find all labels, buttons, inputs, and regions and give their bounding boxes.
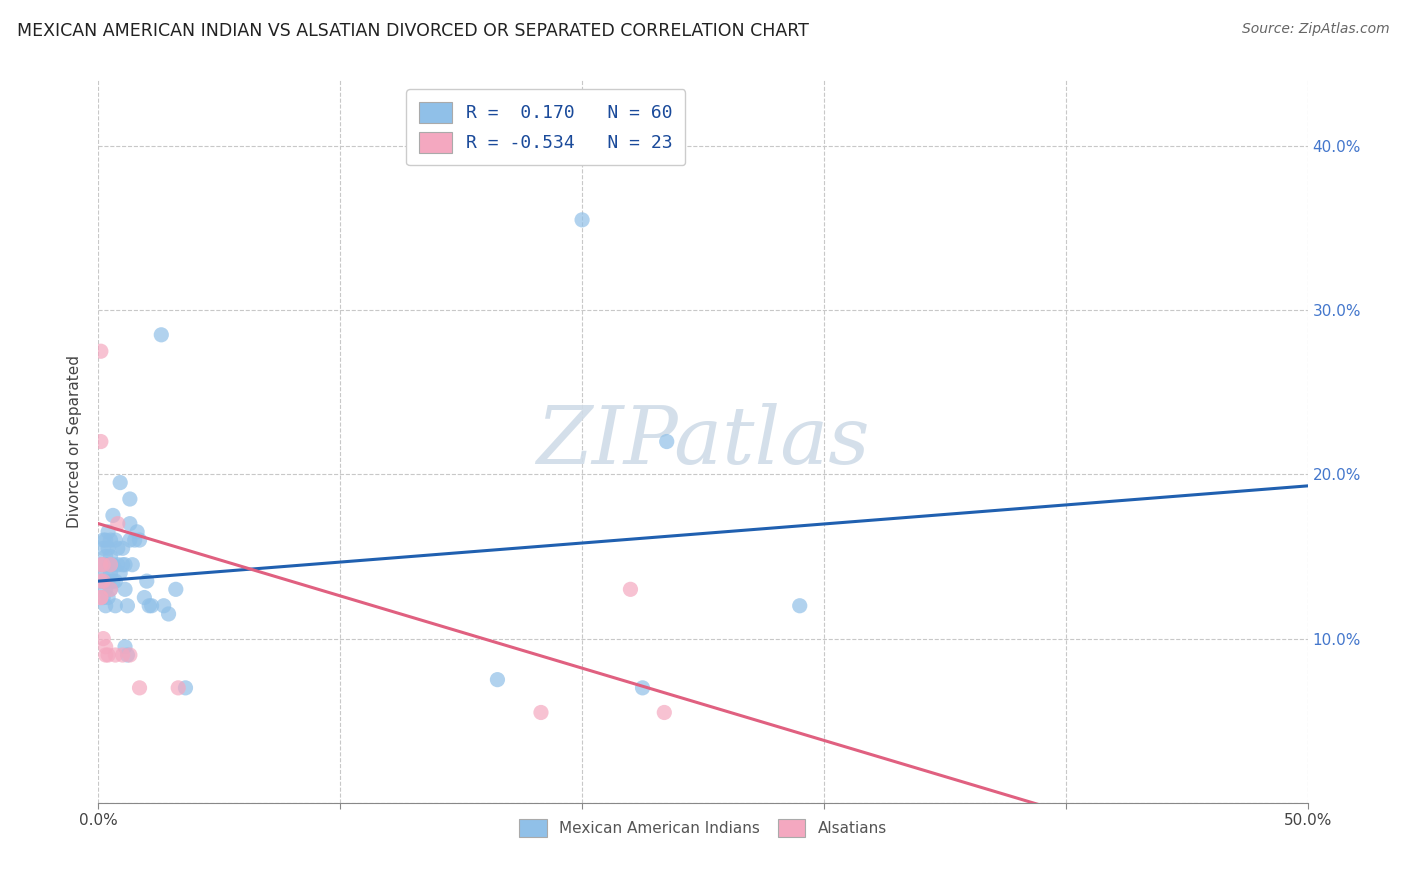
- Point: [118, 491, 141, 506]
- Point: [91, 632, 114, 646]
- Point: [165, 582, 187, 597]
- Point: [108, 566, 131, 580]
- Point: [97, 574, 120, 588]
- Point: [91, 558, 114, 572]
- Point: [111, 541, 134, 556]
- Point: [100, 533, 122, 547]
- Point: [138, 599, 160, 613]
- Point: [128, 533, 150, 547]
- Point: [94, 640, 117, 654]
- Point: [571, 212, 593, 227]
- Point: [100, 582, 122, 597]
- Point: [97, 541, 120, 556]
- Point: [90, 558, 112, 572]
- Point: [101, 558, 124, 572]
- Text: MEXICAN AMERICAN INDIAN VS ALSATIAN DIVORCED OR SEPARATED CORRELATION CHART: MEXICAN AMERICAN INDIAN VS ALSATIAN DIVO…: [17, 22, 808, 40]
- Point: [91, 574, 114, 588]
- Point: [104, 574, 127, 588]
- Point: [91, 574, 114, 588]
- Point: [174, 681, 197, 695]
- Point: [114, 558, 136, 572]
- Point: [91, 541, 114, 556]
- Point: [114, 582, 136, 597]
- Point: [486, 673, 509, 687]
- Point: [97, 558, 120, 572]
- Point: [104, 533, 127, 547]
- Point: [128, 681, 150, 695]
- Point: [91, 533, 114, 547]
- Point: [107, 558, 129, 572]
- Point: [118, 648, 141, 662]
- Point: [97, 591, 120, 605]
- Point: [90, 574, 112, 588]
- Point: [91, 591, 114, 605]
- Legend: Mexican American Indians, Alsatians: Mexican American Indians, Alsatians: [510, 810, 896, 846]
- Point: [655, 434, 678, 449]
- Point: [121, 558, 143, 572]
- Point: [619, 582, 641, 597]
- Point: [107, 516, 129, 531]
- Point: [118, 533, 141, 547]
- Point: [94, 566, 117, 580]
- Point: [530, 706, 553, 720]
- Point: [117, 648, 139, 662]
- Point: [90, 344, 112, 359]
- Y-axis label: Divorced or Separated: Divorced or Separated: [67, 355, 83, 528]
- Point: [94, 533, 117, 547]
- Point: [101, 508, 124, 523]
- Point: [94, 549, 117, 564]
- Point: [94, 582, 117, 597]
- Text: ZIPatlas: ZIPatlas: [536, 403, 870, 480]
- Point: [90, 558, 112, 572]
- Point: [134, 591, 156, 605]
- Point: [127, 524, 149, 539]
- Point: [124, 533, 146, 547]
- Point: [94, 648, 117, 662]
- Point: [97, 648, 120, 662]
- Point: [631, 681, 654, 695]
- Point: [100, 549, 122, 564]
- Point: [100, 582, 122, 597]
- Point: [107, 541, 129, 556]
- Point: [108, 475, 131, 490]
- Point: [100, 558, 122, 572]
- Point: [94, 599, 117, 613]
- Point: [150, 327, 173, 342]
- Point: [104, 648, 127, 662]
- Point: [90, 574, 112, 588]
- Text: Source: ZipAtlas.com: Source: ZipAtlas.com: [1241, 22, 1389, 37]
- Point: [118, 516, 141, 531]
- Point: [91, 558, 114, 572]
- Point: [157, 607, 180, 621]
- Point: [90, 591, 112, 605]
- Point: [135, 574, 157, 588]
- Point: [167, 681, 190, 695]
- Point: [652, 706, 675, 720]
- Point: [117, 599, 139, 613]
- Point: [141, 599, 163, 613]
- Point: [789, 599, 811, 613]
- Point: [94, 558, 117, 572]
- Point: [100, 566, 122, 580]
- Point: [152, 599, 174, 613]
- Point: [114, 640, 136, 654]
- Point: [101, 574, 124, 588]
- Point: [111, 558, 134, 572]
- Point: [104, 599, 127, 613]
- Point: [90, 434, 112, 449]
- Point: [111, 648, 134, 662]
- Point: [90, 591, 112, 605]
- Point: [97, 524, 120, 539]
